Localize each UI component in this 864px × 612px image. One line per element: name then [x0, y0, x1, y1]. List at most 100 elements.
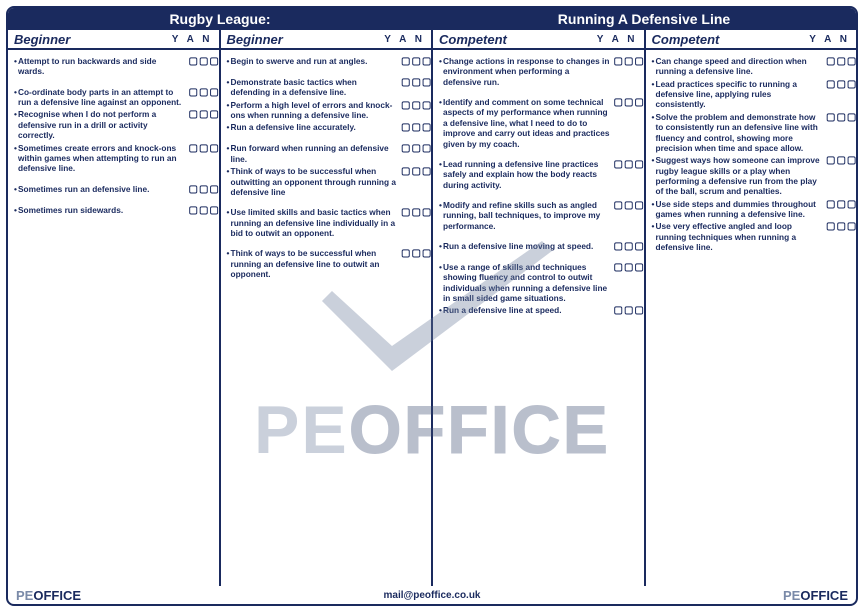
yan-label: Y A N: [809, 34, 850, 45]
checkbox-group[interactable]: ▢▢▢: [401, 166, 427, 177]
checkbox-group[interactable]: ▢▢▢: [189, 56, 215, 67]
list-item: •Co-ordinate body parts in an attempt to…: [12, 87, 215, 108]
column-title: Competent: [439, 32, 597, 47]
yan-label: Y A N: [172, 34, 213, 45]
header-right: Running A Defensive Line: [432, 8, 856, 30]
item-text: Run forward when running an defensive li…: [231, 143, 402, 164]
checkbox-group[interactable]: ▢▢▢: [826, 221, 852, 232]
checkbox-group[interactable]: ▢▢▢: [401, 143, 427, 154]
brand-pe: PE: [16, 588, 33, 603]
list-item: •Lead running a defensive line practices…: [437, 159, 640, 190]
list-item: •Sometimes run sidewards.▢▢▢: [12, 205, 215, 216]
checkbox-group[interactable]: ▢▢▢: [189, 109, 215, 120]
column-body: •Attempt to run backwards and side wards…: [8, 50, 219, 586]
list-item: •Change actions in response to changes i…: [437, 56, 640, 87]
list-item: •Run a defensive line moving at speed.▢▢…: [437, 241, 640, 252]
item-text: Run a defensive line at speed.: [443, 305, 614, 315]
item-text: Solve the problem and demonstrate how to…: [656, 112, 827, 153]
item-text: Use side steps and dummies throughout ga…: [656, 199, 827, 220]
checkbox-group[interactable]: ▢▢▢: [614, 97, 640, 108]
list-item: •Sometimes create errors and knock-ons w…: [12, 143, 215, 174]
checkbox-group[interactable]: ▢▢▢: [614, 159, 640, 170]
item-text: Recognise when I do not perform a defens…: [18, 109, 189, 140]
column-header: BeginnerY A N: [221, 30, 432, 50]
item-text: Lead practices specific to running a def…: [656, 79, 827, 110]
checkbox-group[interactable]: ▢▢▢: [189, 87, 215, 98]
item-text: Sometimes run an defensive line.: [18, 184, 189, 194]
list-item: •Use side steps and dummies throughout g…: [650, 199, 853, 220]
item-text: Lead running a defensive line practices …: [443, 159, 614, 190]
column: BeginnerY A N •Begin to swerve and run at…: [221, 30, 434, 586]
brand-office: OFFICE: [800, 588, 848, 603]
checkbox-group[interactable]: ▢▢▢: [401, 122, 427, 133]
checkbox-group[interactable]: ▢▢▢: [826, 155, 852, 166]
item-text: Attempt to run backwards and side wards.: [18, 56, 189, 77]
list-item: •Run forward when running an defensive l…: [225, 143, 428, 164]
list-item: •Use limited skills and basic tactics wh…: [225, 207, 428, 238]
item-text: Sometimes run sidewards.: [18, 205, 189, 215]
checkbox-group[interactable]: ▢▢▢: [189, 205, 215, 216]
checkbox-group[interactable]: ▢▢▢: [401, 207, 427, 218]
item-text: Think of ways to be successful when outw…: [231, 166, 402, 197]
checkbox-group[interactable]: ▢▢▢: [401, 248, 427, 259]
checkbox-group[interactable]: ▢▢▢: [826, 79, 852, 90]
item-text: Use very effective angled and loop runni…: [656, 221, 827, 252]
checkbox-group[interactable]: ▢▢▢: [189, 184, 215, 195]
list-item: •Recognise when I do not perform a defen…: [12, 109, 215, 140]
list-item: •Suggest ways how someone can improve ru…: [650, 155, 853, 196]
header-left: Rugby League:: [8, 8, 432, 30]
header-row: Rugby League: Running A Defensive Line: [8, 8, 856, 30]
column-body: •Can change speed and direction when run…: [646, 50, 857, 586]
item-text: Use a range of skills and techniques sho…: [443, 262, 614, 303]
list-item: •Solve the problem and demonstrate how t…: [650, 112, 853, 153]
list-item: •Use very effective angled and loop runn…: [650, 221, 853, 252]
list-item: •Begin to swerve and run at angles.▢▢▢: [225, 56, 428, 67]
footer: PEOFFICE mail@peoffice.co.uk PEOFFICE: [8, 586, 856, 604]
brand-pe: PE: [783, 588, 800, 603]
column-header: CompetentY A N: [646, 30, 857, 50]
checkbox-group[interactable]: ▢▢▢: [614, 305, 640, 316]
page-frame: Rugby League: Running A Defensive Line B…: [6, 6, 858, 606]
checkbox-group[interactable]: ▢▢▢: [614, 241, 640, 252]
list-item: •Perform a high level of errors and knoc…: [225, 100, 428, 121]
checkbox-group[interactable]: ▢▢▢: [826, 112, 852, 123]
list-item: •Attempt to run backwards and side wards…: [12, 56, 215, 77]
column: BeginnerY A N •Attempt to run backwards a…: [8, 30, 221, 586]
item-text: Co-ordinate body parts in an attempt to …: [18, 87, 189, 108]
item-text: Use limited skills and basic tactics whe…: [231, 207, 402, 238]
checkbox-group[interactable]: ▢▢▢: [401, 100, 427, 111]
columns-container: BeginnerY A N•Attempt to run backwards a…: [8, 30, 856, 586]
column-header: BeginnerY A N: [8, 30, 219, 50]
column-title: Competent: [652, 32, 810, 47]
column-title: Beginner: [14, 32, 172, 47]
item-text: Perform a high level of errors and knock…: [231, 100, 402, 121]
column: CompetentY A N •Change actions in respons…: [433, 30, 646, 586]
item-text: Suggest ways how someone can improve rug…: [656, 155, 827, 196]
list-item: •Lead practices specific to running a de…: [650, 79, 853, 110]
list-item: •Can change speed and direction when run…: [650, 56, 853, 77]
checkbox-group[interactable]: ▢▢▢: [401, 56, 427, 67]
list-item: •Run a defensive line at speed.▢▢▢: [437, 305, 640, 316]
checkbox-group[interactable]: ▢▢▢: [614, 262, 640, 273]
item-text: Identify and comment on some technical a…: [443, 97, 614, 149]
list-item: •Think of ways to be successful when run…: [225, 248, 428, 279]
item-text: Can change speed and direction when runn…: [656, 56, 827, 77]
list-item: •Modify and refine skills such as angled…: [437, 200, 640, 231]
column-header: CompetentY A N: [433, 30, 644, 50]
footer-mail: mail@peoffice.co.uk: [16, 590, 848, 601]
column-title: Beginner: [227, 32, 385, 47]
checkbox-group[interactable]: ▢▢▢: [826, 199, 852, 210]
checkbox-group[interactable]: ▢▢▢: [826, 56, 852, 67]
item-text: Run a defensive line accurately.: [231, 122, 402, 132]
item-text: Run a defensive line moving at speed.: [443, 241, 614, 251]
checkbox-group[interactable]: ▢▢▢: [614, 56, 640, 67]
list-item: •Think of ways to be successful when out…: [225, 166, 428, 197]
list-item: •Run a defensive line accurately.▢▢▢: [225, 122, 428, 133]
checkbox-group[interactable]: ▢▢▢: [401, 77, 427, 88]
brand-office: OFFICE: [33, 588, 81, 603]
checkbox-group[interactable]: ▢▢▢: [614, 200, 640, 211]
list-item: •Use a range of skills and techniques sh…: [437, 262, 640, 303]
item-text: Think of ways to be successful when runn…: [231, 248, 402, 279]
list-item: •Demonstrate basic tactics when defendin…: [225, 77, 428, 98]
checkbox-group[interactable]: ▢▢▢: [189, 143, 215, 154]
